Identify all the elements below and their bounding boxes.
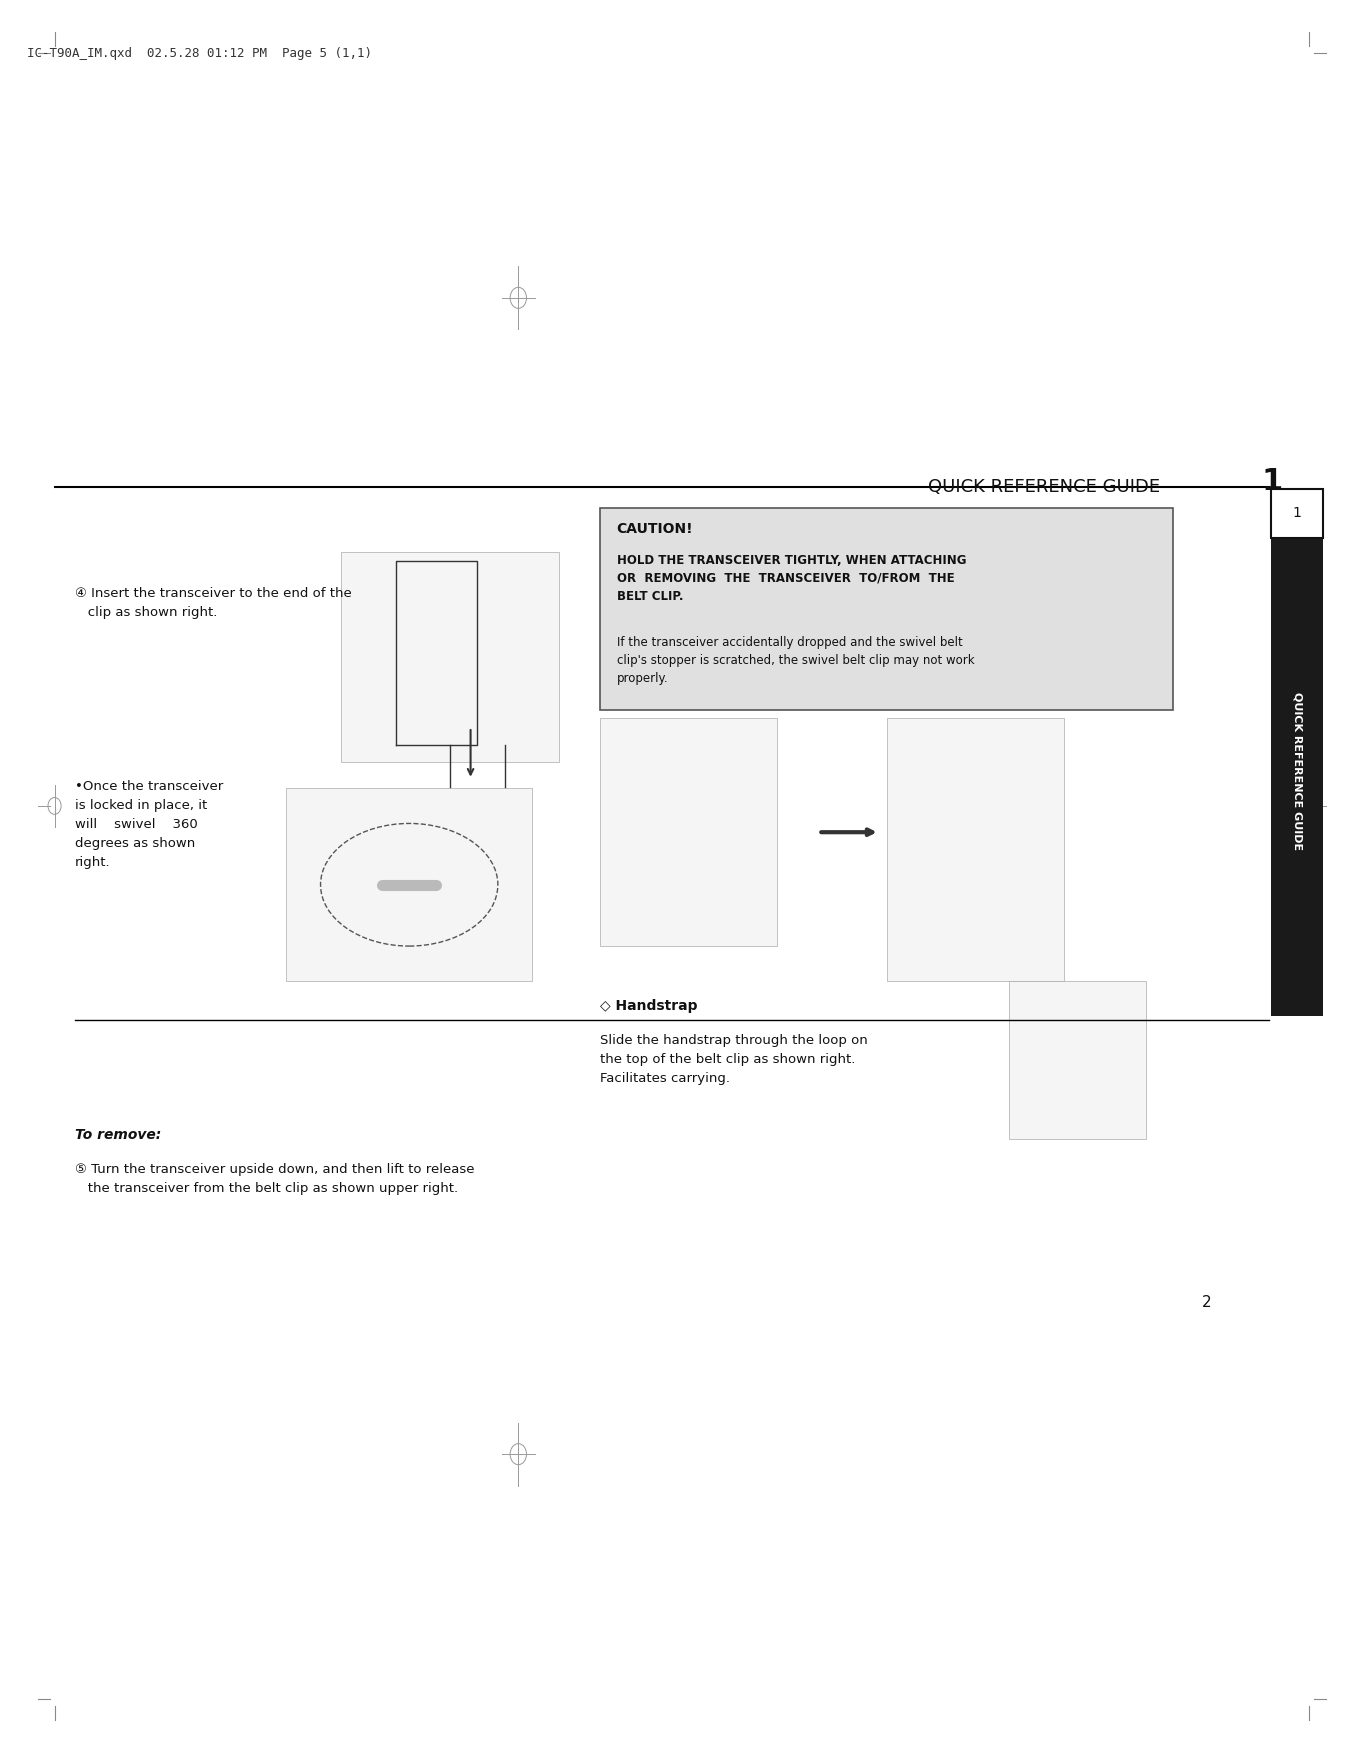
Text: 2: 2 <box>1202 1295 1213 1310</box>
Text: Slide the handstrap through the loop on
the top of the belt clip as shown right.: Slide the handstrap through the loop on … <box>600 1034 868 1084</box>
Text: •Once the transceiver
is locked in place, it
will    swivel    360
degrees as sh: •Once the transceiver is locked in place… <box>75 780 224 869</box>
Text: CAUTION!: CAUTION! <box>617 522 693 536</box>
FancyBboxPatch shape <box>887 718 1064 981</box>
Text: 1: 1 <box>1293 506 1301 520</box>
FancyBboxPatch shape <box>1009 981 1146 1139</box>
FancyBboxPatch shape <box>1271 489 1323 538</box>
Text: QUICK REFERENCE GUIDE: QUICK REFERENCE GUIDE <box>1292 692 1303 850</box>
Text: ⑤ Turn the transceiver upside down, and then lift to release
   the transceiver : ⑤ Turn the transceiver upside down, and … <box>75 1163 475 1195</box>
Text: If the transceiver accidentally dropped and the swivel belt
clip's stopper is sc: If the transceiver accidentally dropped … <box>617 636 974 685</box>
Text: 1: 1 <box>1262 466 1284 496</box>
FancyBboxPatch shape <box>600 508 1173 710</box>
Text: To remove:: To remove: <box>75 1128 161 1142</box>
Text: ④ Insert the transceiver to the end of the
   clip as shown right.: ④ Insert the transceiver to the end of t… <box>75 587 352 618</box>
Text: ◇ Handstrap: ◇ Handstrap <box>600 999 697 1013</box>
FancyBboxPatch shape <box>286 788 532 981</box>
FancyBboxPatch shape <box>341 552 559 762</box>
Text: QUICK REFERENCE GUIDE: QUICK REFERENCE GUIDE <box>928 478 1172 496</box>
FancyBboxPatch shape <box>1271 526 1323 1016</box>
FancyBboxPatch shape <box>600 718 777 946</box>
Text: HOLD THE TRANSCEIVER TIGHTLY, WHEN ATTACHING
OR  REMOVING  THE  TRANSCEIVER  TO/: HOLD THE TRANSCEIVER TIGHTLY, WHEN ATTAC… <box>617 554 966 603</box>
Text: IC-T90A_IM.qxd  02.5.28 01:12 PM  Page 5 (1,1): IC-T90A_IM.qxd 02.5.28 01:12 PM Page 5 (… <box>27 47 372 60</box>
